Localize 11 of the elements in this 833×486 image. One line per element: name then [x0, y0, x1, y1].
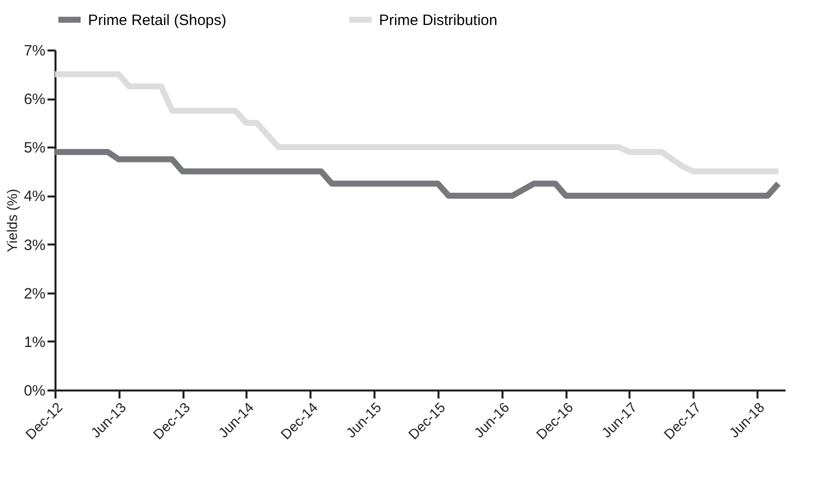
y-tick-label: 2%: [24, 285, 46, 302]
y-tick-label: 6%: [24, 91, 46, 108]
legend-label: Prime Retail (Shops): [88, 12, 226, 29]
y-tick-label: 5%: [24, 140, 46, 157]
y-tick-label: 3%: [24, 236, 46, 254]
y-tick-label: 4%: [24, 188, 46, 206]
y-tick-label: 0%: [24, 382, 46, 400]
y-tick-label: 7%: [24, 42, 46, 60]
y-axis-title: Yields (%): [4, 188, 20, 252]
legend-label: Prime Distribution: [379, 12, 498, 29]
y-tick-label: 1%: [24, 334, 46, 351]
